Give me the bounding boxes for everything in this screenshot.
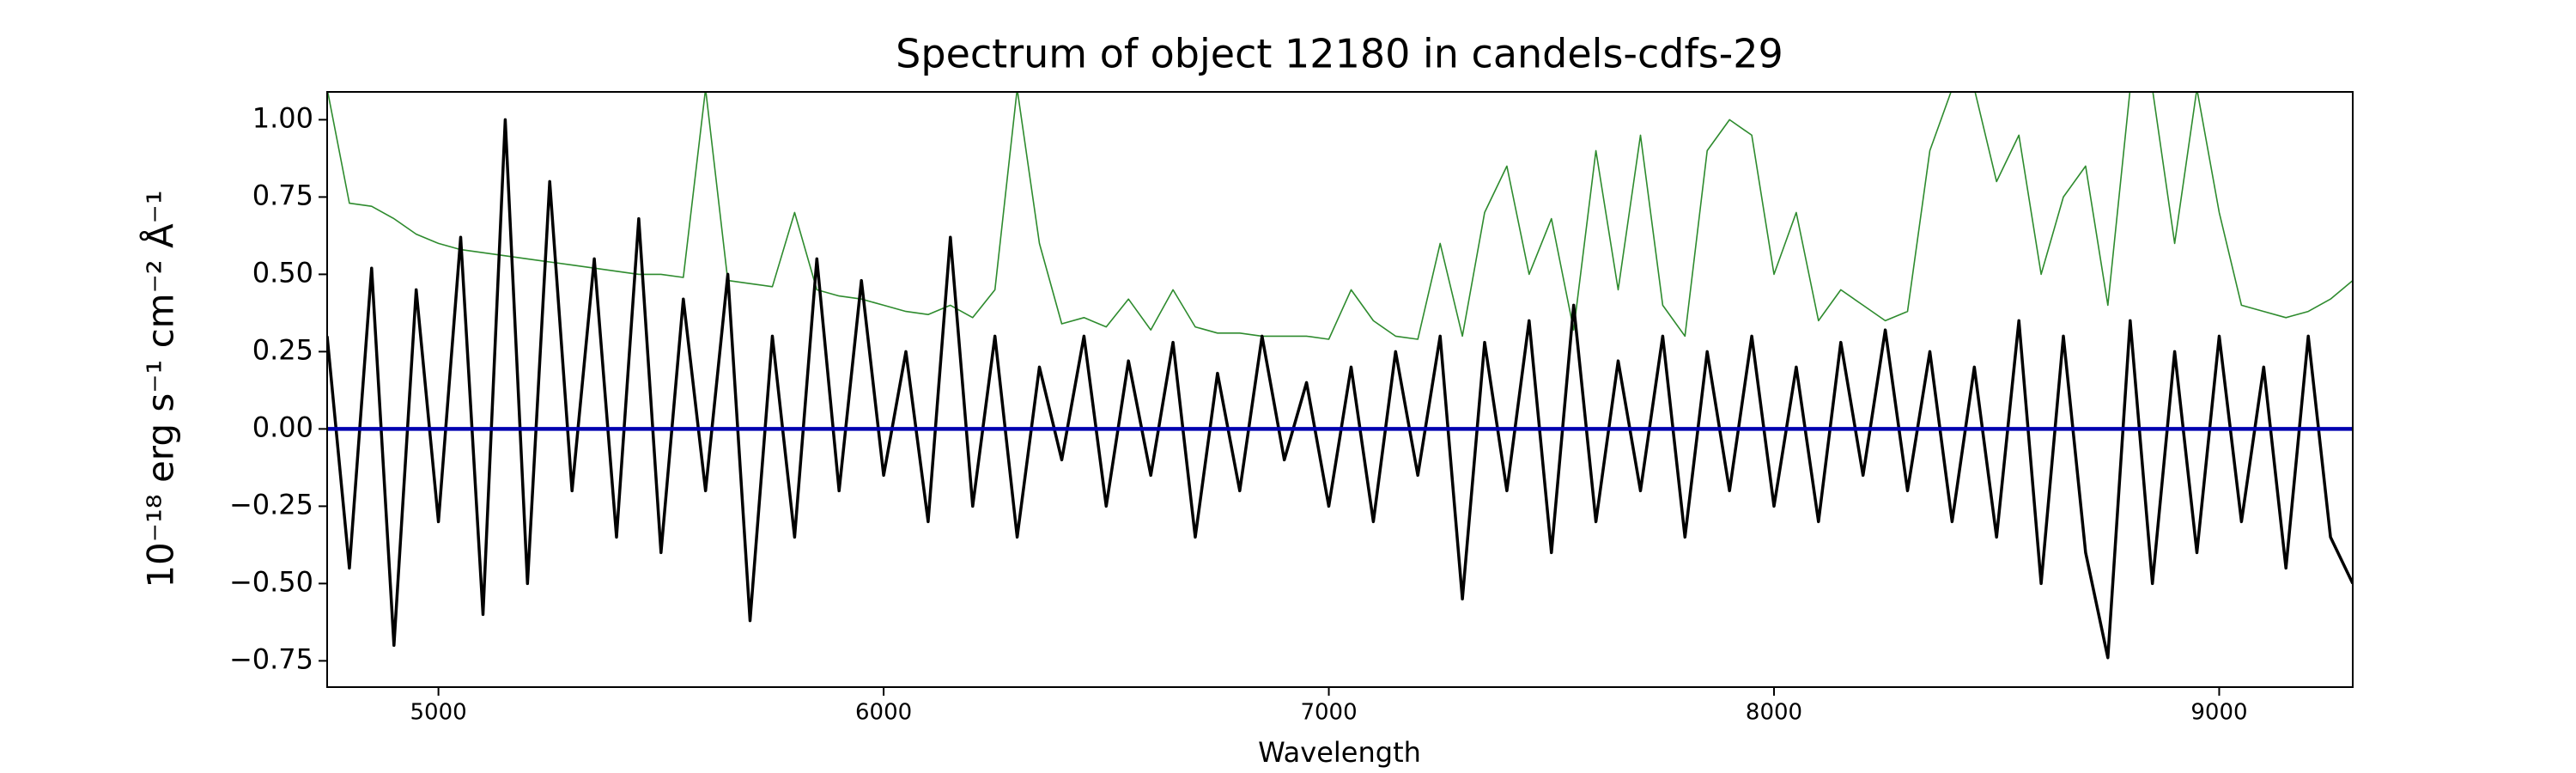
spectrum-line	[327, 92, 2353, 340]
y-tick-label: 0.25	[252, 333, 313, 366]
axes-frame	[326, 91, 2354, 688]
plot-area	[327, 92, 2353, 660]
y-tick-label: 0.00	[252, 411, 313, 443]
x-tick-label: 7000	[1300, 700, 1357, 726]
y-tick-label: −0.50	[229, 565, 313, 598]
y-tick-label: 1.00	[252, 101, 313, 134]
x-tick-label: 5000	[410, 700, 467, 726]
x-tick-label: 9000	[2190, 700, 2247, 726]
y-tick-label: 0.50	[252, 256, 313, 289]
y-tick-label: 0.75	[252, 179, 313, 211]
x-axis-label: Wavelength	[1258, 736, 1421, 769]
x-tick-label: 6000	[855, 700, 912, 726]
chart-title: Spectrum of object 12180 in candels-cdfs…	[896, 31, 1783, 77]
y-axis-label: 10⁻¹⁸ erg s⁻¹ cm⁻² Å⁻¹	[139, 190, 182, 587]
y-tick-label: −0.25	[229, 488, 313, 520]
x-tick-label: 8000	[1746, 700, 1802, 726]
y-tick-label: −0.75	[229, 642, 313, 675]
spectrum-line	[327, 118, 2353, 660]
